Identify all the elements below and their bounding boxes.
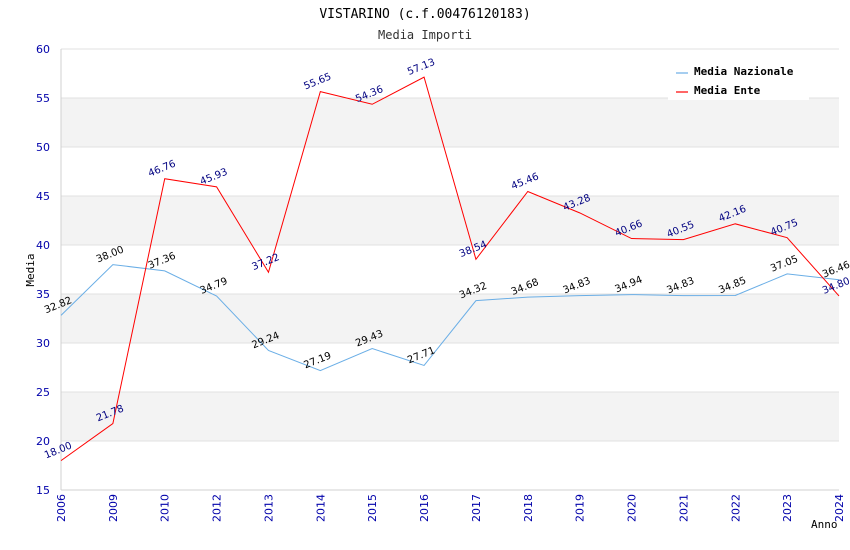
x-axis-ticks: 2006 2009 2010 2012 2013 2014 2015 2016 2017 2018… xyxy=(55,494,846,522)
x-tick-label: 2024 xyxy=(833,494,846,522)
y-tick-label: 50 xyxy=(36,141,50,154)
x-tick-label: 2016 xyxy=(418,494,431,522)
x-tick-label: 2023 xyxy=(781,494,794,522)
y-tick-label: 55 xyxy=(36,92,50,105)
x-tick-label: 2017 xyxy=(470,494,483,522)
x-tick-label: 2012 xyxy=(211,494,224,522)
grid-band xyxy=(61,196,839,245)
y-tick-label: 15 xyxy=(36,484,50,497)
legend: Media Nazionale Media Ente xyxy=(668,58,809,100)
legend-label-media-nazionale: Media Nazionale xyxy=(694,65,794,78)
grid-band xyxy=(61,98,839,147)
x-tick-label: 2013 xyxy=(262,494,275,522)
grid-band xyxy=(61,343,839,392)
legend-label-media-ente: Media Ente xyxy=(694,84,761,97)
grid-band xyxy=(61,245,839,294)
x-tick-label: 2010 xyxy=(159,494,172,522)
grid-band xyxy=(61,147,839,196)
x-tick-label: 2021 xyxy=(677,494,690,522)
x-tick-label: 2015 xyxy=(366,494,379,522)
y-axis-ticks: 15 20 25 30 35 40 45 50 55 60 xyxy=(36,43,50,497)
y-tick-label: 40 xyxy=(36,239,50,252)
x-tick-label: 2009 xyxy=(107,494,120,522)
x-tick-label: 2006 xyxy=(55,494,68,522)
grid-band xyxy=(61,294,839,343)
x-tick-label: 2019 xyxy=(574,494,587,522)
x-tick-label: 2022 xyxy=(729,494,742,522)
y-axis-label: Media xyxy=(24,253,37,286)
grid-band xyxy=(61,441,839,490)
y-tick-label: 30 xyxy=(36,337,50,350)
y-tick-label: 25 xyxy=(36,386,50,399)
series-line-media-ente xyxy=(60,76,840,462)
y-tick-label: 35 xyxy=(36,288,50,301)
legend-box xyxy=(668,58,809,100)
x-tick-label: 2014 xyxy=(314,494,327,522)
x-tick-label: 2020 xyxy=(626,494,639,522)
y-tick-label: 20 xyxy=(36,435,50,448)
chart-title: VISTARINO (c.f.00476120183) xyxy=(319,7,530,22)
grid-band xyxy=(61,392,839,441)
chart-subtitle: Media Importi xyxy=(378,28,472,42)
series-lines xyxy=(60,76,840,462)
x-tick-label: 2018 xyxy=(522,494,535,522)
y-tick-label: 60 xyxy=(36,43,50,56)
x-axis-label: Anno xyxy=(811,518,838,531)
grid-bands xyxy=(60,48,839,491)
series-line-media-nazionale xyxy=(60,264,840,372)
y-tick-label: 45 xyxy=(36,190,50,203)
